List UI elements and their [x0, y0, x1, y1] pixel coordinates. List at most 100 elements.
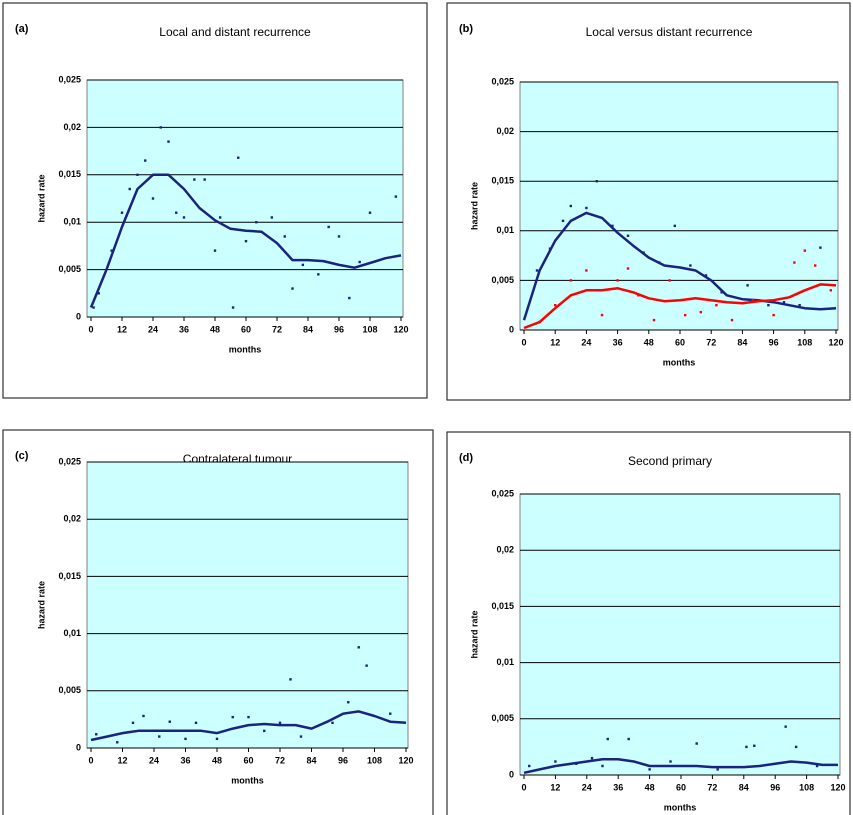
y-tick-label: 0 [509, 324, 514, 334]
y-tick-label: 0 [76, 311, 81, 321]
data-point [803, 249, 806, 252]
data-point [746, 284, 749, 287]
data-point [317, 273, 320, 276]
data-point [348, 296, 351, 300]
y-tick-label: 0,005 [491, 275, 514, 285]
y-tick-label: 0,01 [63, 217, 81, 227]
data-point [194, 721, 198, 725]
data-point [231, 306, 235, 309]
data-point [561, 219, 565, 223]
data-point [291, 287, 294, 290]
x-tick-label: 84 [739, 782, 749, 792]
data-point [337, 235, 341, 238]
data-point [128, 187, 131, 191]
x-tick-label: 48 [210, 324, 220, 334]
data-point [528, 764, 531, 768]
data-point [585, 206, 588, 210]
line-series [523, 283, 837, 330]
y-axis-label: hazard rate [36, 174, 46, 222]
data-point [751, 299, 754, 302]
data-point [730, 318, 734, 322]
data-point [231, 715, 234, 719]
data-point [97, 292, 100, 295]
data-point [365, 664, 368, 667]
x-axis-label: months [231, 775, 264, 785]
data-point [626, 267, 630, 270]
y-tick-label: 0,025 [491, 488, 514, 498]
y-tick-label: 0,02 [63, 514, 81, 524]
data-point [648, 768, 651, 771]
x-tick-label: 24 [149, 755, 159, 765]
data-point [716, 768, 719, 771]
data-point [642, 251, 645, 254]
x-tick-label: 48 [212, 755, 222, 765]
data-point [357, 646, 360, 649]
data-point [684, 313, 687, 317]
data-point [110, 249, 113, 252]
y-tick-label: 0,02 [63, 122, 81, 132]
data-point [601, 764, 604, 768]
data-point [585, 269, 588, 272]
panel-label: (d) [459, 452, 473, 464]
line-series [89, 173, 402, 308]
y-tick-label: 0,025 [58, 74, 81, 84]
data-point [327, 225, 330, 229]
x-tick-label: 24 [581, 337, 591, 347]
data-point [668, 279, 671, 282]
data-point [244, 239, 248, 243]
y-tick-label: 0,005 [491, 713, 514, 723]
plot-area [86, 79, 404, 318]
data-point [175, 211, 178, 214]
data-point [595, 180, 598, 183]
data-point [247, 715, 250, 719]
data-point [270, 216, 274, 219]
x-tick-label: 96 [769, 337, 779, 347]
chart-title: Second primary [628, 454, 712, 468]
data-point [767, 304, 770, 307]
x-tick-label: 72 [275, 755, 285, 765]
data-point [554, 304, 557, 307]
x-tick-label: 48 [645, 782, 655, 792]
y-tick-label: 0,01 [496, 657, 514, 667]
x-tick-label: 120 [393, 324, 408, 334]
y-tick-label: 0,01 [63, 628, 81, 638]
data-point [331, 721, 334, 725]
data-point [358, 260, 361, 264]
y-tick-label: 0,005 [58, 685, 81, 695]
x-tick-label: 24 [148, 324, 158, 334]
x-tick-label: 60 [676, 782, 686, 792]
panel-label: (c) [15, 450, 29, 462]
x-tick-label: 48 [644, 337, 654, 347]
data-point [753, 744, 756, 747]
x-tick-label: 12 [117, 324, 127, 334]
panel-label: (b) [459, 23, 473, 35]
data-point [218, 216, 222, 219]
data-point [203, 178, 206, 181]
panel-label: (a) [15, 23, 29, 35]
data-point [626, 234, 630, 237]
data-point [627, 737, 630, 741]
y-tick-label: 0,005 [58, 264, 81, 274]
data-point [782, 301, 786, 304]
y-tick-label: 0,01 [496, 225, 514, 235]
data-point [715, 304, 718, 307]
data-point [116, 741, 119, 744]
data-point [142, 714, 145, 718]
data-point [131, 721, 135, 725]
x-tick-label: 0 [521, 337, 526, 347]
data-point [819, 246, 822, 249]
data-point [278, 721, 282, 725]
chart-title: Local and distant recurrence [159, 25, 311, 39]
data-point [168, 720, 171, 723]
x-tick-label: 72 [706, 337, 716, 347]
data-point [92, 306, 95, 309]
chart-title: Local versus distant recurrence [586, 25, 753, 39]
data-point [794, 745, 798, 749]
data-point [538, 320, 541, 324]
y-tick-label: 0 [509, 769, 514, 779]
data-point [658, 261, 661, 264]
x-tick-label: 60 [675, 337, 685, 347]
y-tick-label: 0,02 [496, 545, 514, 555]
data-point [616, 279, 619, 282]
data-point [159, 126, 162, 129]
